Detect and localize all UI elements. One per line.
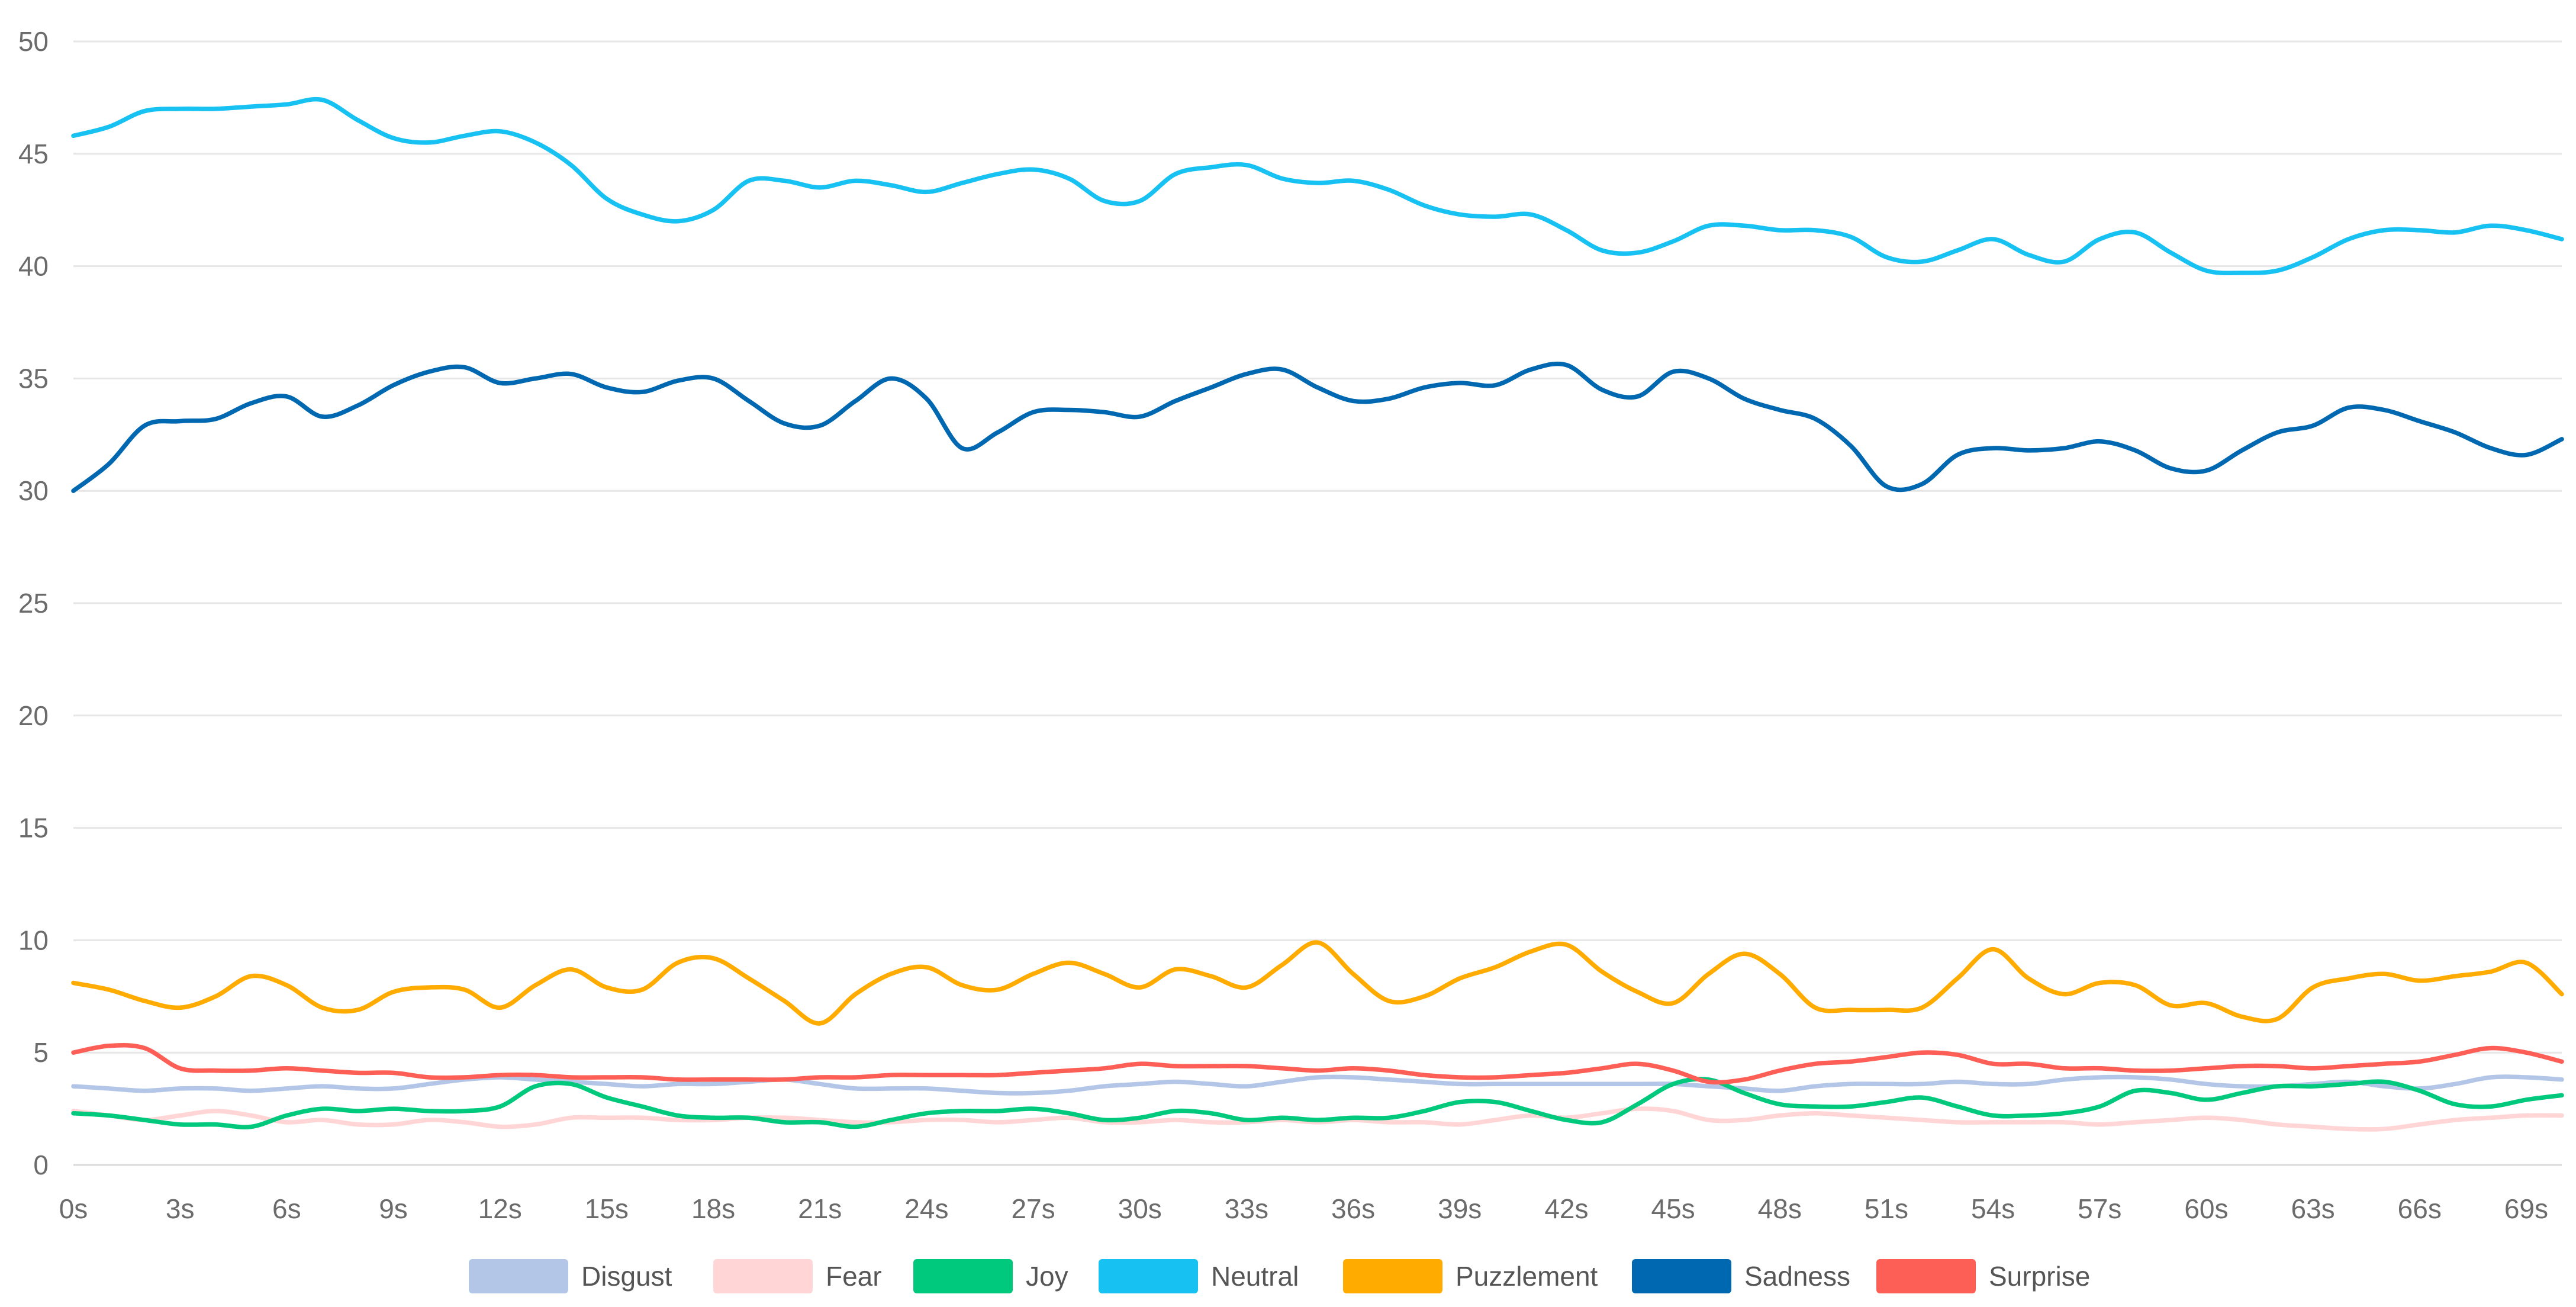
y-tick-label: 15 [18,813,49,844]
x-tick-label: 69s [2504,1193,2548,1224]
y-tick-label: 30 [18,475,49,506]
y-tick-label: 25 [18,588,49,619]
legend-item-puzzlement[interactable]: Puzzlement [1343,1259,1598,1293]
y-tick-label: 0 [33,1150,49,1180]
x-tick-label: 57s [2078,1193,2121,1224]
x-tick-label: 42s [1544,1193,1588,1224]
legend-swatch [1632,1259,1731,1293]
y-tick-label: 40 [18,251,49,282]
series-line-joy[interactable] [71,1077,2564,1129]
x-tick-label: 48s [1758,1193,1802,1224]
series-line-sadness[interactable] [71,361,2564,493]
x-tick-label: 66s [2398,1193,2442,1224]
x-tick-label: 6s [272,1193,301,1224]
x-tick-label: 9s [379,1193,408,1224]
legend-label: Fear [826,1261,882,1292]
legend-swatch [1876,1259,1976,1293]
series-line-puzzlement[interactable] [71,940,2564,1026]
x-tick-label: 12s [478,1193,522,1224]
x-tick-label: 51s [1865,1193,1908,1224]
x-tick-label: 0s [59,1193,88,1224]
x-tick-label: 18s [691,1193,735,1224]
legend[interactable]: Disgust Fear Joy Neutral Puzzlement Sadness Su… [469,1259,2090,1293]
x-tick-label: 33s [1225,1193,1268,1224]
y-tick-label: 50 [18,26,49,57]
x-tick-label: 36s [1331,1193,1375,1224]
legend-swatch [713,1259,813,1293]
y-tick-label: 5 [33,1037,49,1068]
legend-item-sadness[interactable]: Sadness [1632,1259,1850,1293]
series-line-neutral[interactable] [71,96,2564,276]
series-line-fear[interactable] [71,1106,2564,1132]
x-tick-label: 63s [2291,1193,2335,1224]
legend-item-surprise[interactable]: Surprise [1876,1259,2090,1293]
legend-swatch [913,1259,1013,1293]
legend-label: Neutral [1211,1261,1299,1292]
y-tick-label: 20 [18,700,49,731]
x-tick-label: 60s [2184,1193,2228,1224]
x-tick-label: 21s [798,1193,842,1224]
legend-item-joy[interactable]: Joy [913,1259,1068,1293]
y-axis: 0 5 10 15 20 25 30 35 40 45 50 [18,26,49,1180]
x-tick-label: 3s [166,1193,195,1224]
y-tick-label: 45 [18,139,49,169]
series-line-surprise[interactable] [71,1043,2564,1085]
x-tick-label: 30s [1118,1193,1162,1224]
legend-label: Joy [1026,1261,1068,1292]
x-tick-label: 45s [1651,1193,1695,1224]
legend-item-fear[interactable]: Fear [713,1259,882,1293]
legend-item-disgust[interactable]: Disgust [469,1259,672,1293]
x-tick-label: 39s [1438,1193,1482,1224]
legend-swatch [1343,1259,1442,1293]
series-lines [71,96,2564,1132]
legend-label: Disgust [581,1261,672,1292]
x-tick-label: 27s [1011,1193,1055,1224]
legend-swatch [1099,1259,1198,1293]
legend-label: Surprise [1989,1261,2090,1292]
grid-lines [73,40,2562,1166]
legend-label: Puzzlement [1456,1261,1598,1292]
x-tick-label: 15s [585,1193,629,1224]
y-tick-label: 10 [18,925,49,955]
y-tick-label: 35 [18,363,49,394]
legend-label: Sadness [1744,1261,1850,1292]
x-tick-label: 24s [904,1193,948,1224]
legend-item-neutral[interactable]: Neutral [1099,1259,1299,1293]
legend-swatch [469,1259,568,1293]
x-tick-label: 54s [1971,1193,2015,1224]
x-axis: 0s 3s 6s 9s 12s 15s 18s 21s 24s 27s 30s 33s 36s 39s 42… [59,1193,2548,1224]
